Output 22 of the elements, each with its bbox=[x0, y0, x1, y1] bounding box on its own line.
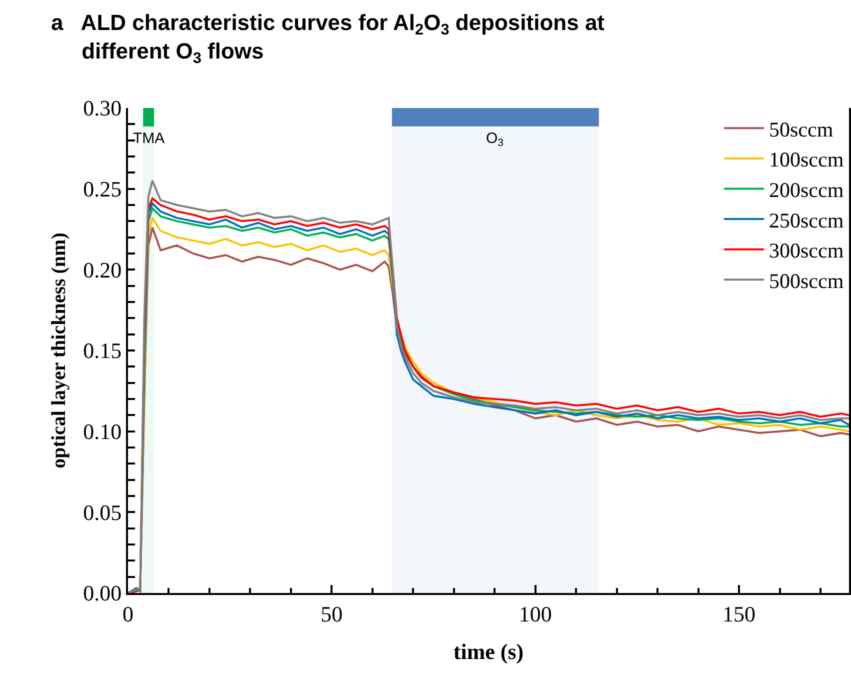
y-tick-label: 0.20 bbox=[83, 257, 122, 282]
y-tick-label: 0.00 bbox=[83, 580, 122, 606]
legend-label: 500sccm bbox=[769, 268, 844, 293]
legend-label: 50sccm bbox=[769, 117, 834, 142]
y-tick-label: 0.30 bbox=[83, 96, 122, 121]
chart-title: a ALD characteristic curves for Al$_{2}$O$_{3}$ depositions at different O$_{3}$ flows bbox=[51, 10, 605, 68]
y-tick-label: 0.05 bbox=[83, 500, 122, 525]
legend-label: 200sccm bbox=[769, 178, 844, 202]
legend-label: 300sccm bbox=[769, 238, 844, 263]
x-tick-label: 150 bbox=[722, 601, 756, 626]
x-axis-title: time (s) bbox=[453, 638, 524, 664]
x-tick-label: 50 bbox=[320, 601, 343, 626]
legend-label: 100sccm bbox=[769, 148, 844, 172]
y-tick-label: 0.15 bbox=[83, 338, 122, 364]
legend-label: 250sccm bbox=[769, 208, 844, 232]
y-axis-title: optical layer thickness (nm) bbox=[48, 232, 70, 468]
y-tick-label: 0.25 bbox=[83, 176, 122, 202]
x-tick-label: 100 bbox=[518, 601, 552, 626]
y-tick-label: 0.10 bbox=[83, 419, 122, 444]
band-label: O$_{3}$ bbox=[486, 130, 504, 150]
band-label: TMA bbox=[133, 130, 165, 147]
x-tick-label: 0 bbox=[122, 601, 134, 626]
